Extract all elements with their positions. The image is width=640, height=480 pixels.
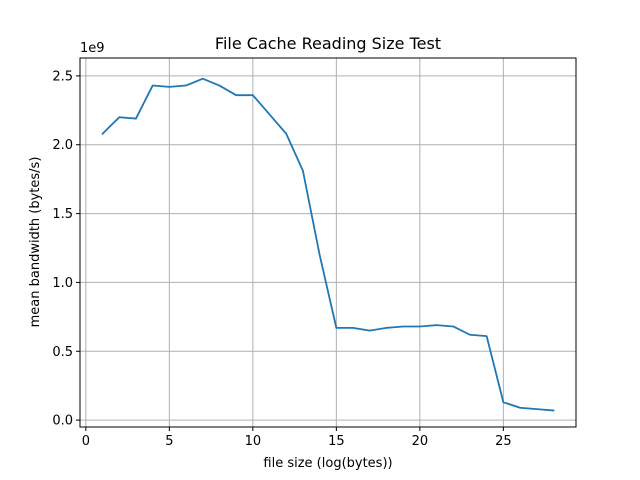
y-axis-label: mean bandwidth (bytes/s) <box>28 157 43 328</box>
grid <box>80 58 576 427</box>
y-tick-label: 0.0 <box>52 414 73 429</box>
y-tick-label: 1.0 <box>52 276 73 291</box>
y-tick-label: 2.0 <box>52 138 73 153</box>
x-tick-label: 25 <box>495 434 512 449</box>
x-tick-label: 20 <box>412 434 429 449</box>
x-tick-label: 0 <box>82 434 90 449</box>
series-line <box>101 77 555 412</box>
y-axis-offset-label: 1e9 <box>80 41 105 56</box>
plot-frame <box>79 57 577 428</box>
x-axis-label: file size (log(bytes)) <box>263 456 392 471</box>
x-tick-label: 10 <box>245 434 262 449</box>
y-tick-label: 0.5 <box>52 345 73 360</box>
y-tick-label: 1.5 <box>52 207 73 222</box>
series-layer <box>101 77 555 412</box>
axis-ticks: 0 5 10 15 20 25 0.0 0.5 1.0 1.5 2.0 2.5 <box>52 69 511 449</box>
y-tick-label: 2.5 <box>52 69 73 84</box>
chart-title: File Cache Reading Size Test <box>215 34 441 53</box>
x-tick-label: 5 <box>165 434 173 449</box>
x-tick-label: 15 <box>328 434 345 449</box>
